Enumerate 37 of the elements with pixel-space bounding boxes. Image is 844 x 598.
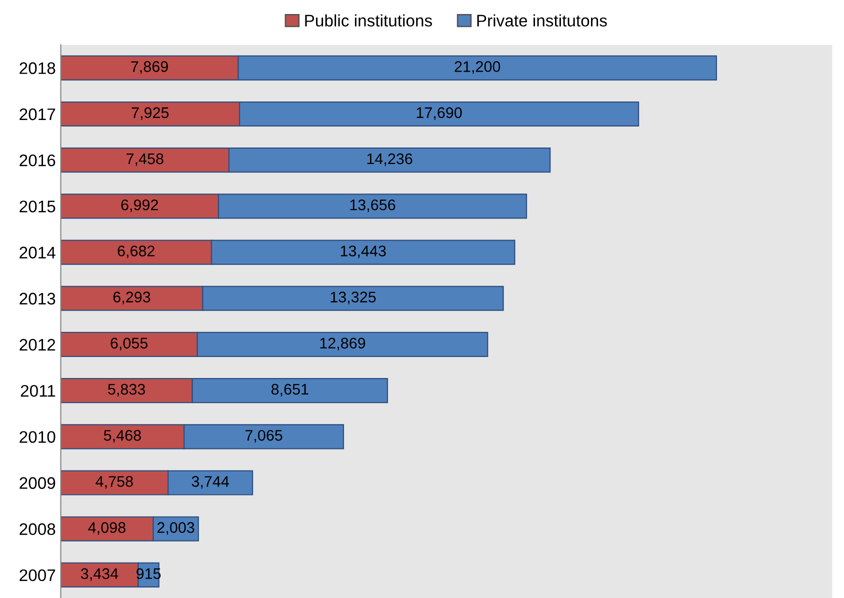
data-label: 2,003 — [157, 522, 194, 535]
data-label: 4,098 — [88, 522, 126, 535]
data-label: 6,293 — [113, 292, 150, 304]
data-label: 7,925 — [132, 107, 169, 120]
data-label: 6,992 — [121, 199, 158, 212]
y-tick-label: 2008 — [20, 523, 56, 536]
data-label: 6,055 — [110, 338, 148, 350]
y-tick-label: 2010 — [20, 431, 56, 443]
y-tick-label: 2014 — [20, 246, 56, 258]
data-label: 13,656 — [350, 199, 396, 212]
data-label: 21,200 — [454, 61, 500, 74]
y-tick-label: 2015 — [20, 200, 56, 212]
data-label: 14,236 — [367, 153, 412, 166]
data-label: 12,869 — [320, 338, 366, 350]
y-tick-label: 2009 — [20, 477, 56, 489]
y-tick-label: 2017 — [20, 108, 56, 120]
data-label: 7,458 — [126, 153, 164, 166]
y-tick-label: 2007 — [20, 569, 56, 582]
y-tick-label: 2012 — [20, 338, 56, 351]
data-label: 13,325 — [330, 292, 376, 304]
data-label: 8,651 — [271, 384, 308, 396]
y-tick-label: 2013 — [20, 292, 56, 305]
legend-label: Private institutons — [477, 14, 607, 27]
data-label: 4,758 — [96, 476, 133, 489]
data-label: 5,468 — [104, 430, 141, 443]
data-label: 3,434 — [80, 568, 118, 581]
data-label: 13,443 — [340, 246, 386, 258]
y-tick-label: 2016 — [20, 154, 56, 166]
data-label: 7,869 — [131, 61, 168, 74]
legend-label: Public institutions — [305, 14, 432, 27]
data-label: 7,065 — [245, 430, 282, 443]
y-tick-label: 2018 — [20, 62, 56, 74]
data-label: 17,690 — [416, 107, 462, 120]
data-label: 3,744 — [192, 476, 229, 489]
y-tick-label: 2011 — [20, 384, 56, 397]
data-label: 5,833 — [108, 384, 145, 396]
data-label: 6,682 — [118, 246, 154, 258]
